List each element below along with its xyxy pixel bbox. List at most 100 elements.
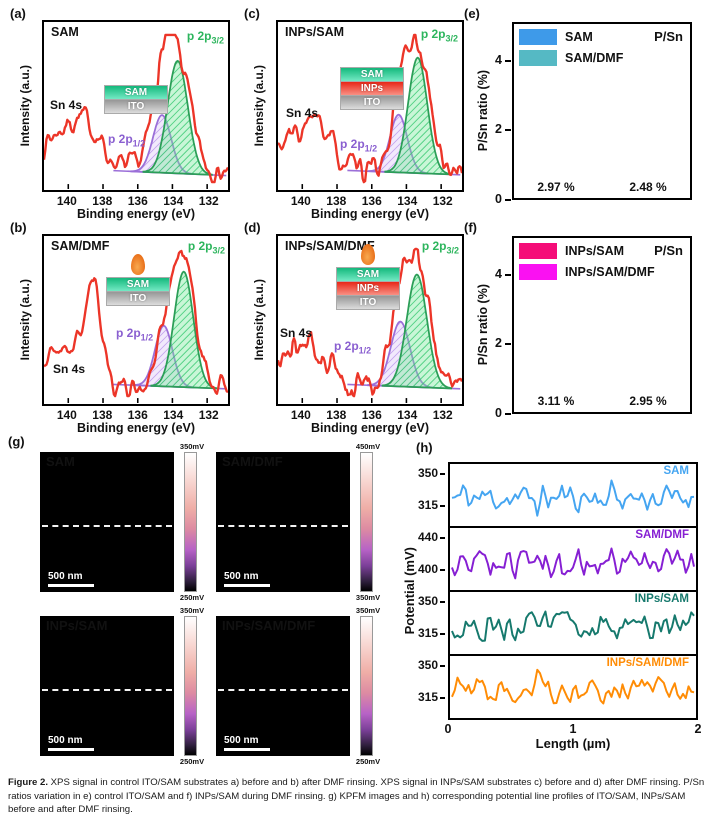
kpfm-image: INPs/SAM/DMF 500 nm — [216, 616, 350, 756]
panel-b: (b) Intensity (a.u.) SAM/DMF Sn 4s p 2p3… — [4, 220, 236, 436]
scalebar-line — [224, 748, 270, 751]
bar-chart-f: 0 2 4 INPs/SAM INPs/SAM/DMF P/Sn 3.11 % 2.… — [495, 236, 692, 420]
series-name: SAM — [663, 465, 689, 477]
sn4s-annotation: Sn 4s — [50, 98, 83, 112]
scalebar: 500 nm — [224, 571, 270, 587]
legend-item: SAM — [519, 29, 623, 45]
profile-line — [42, 524, 172, 527]
xps-spectrum-chart-b — [44, 249, 228, 404]
y-tick: 350 — [418, 658, 445, 672]
x-tick-label: 140 — [56, 194, 77, 208]
p2p32-annotation: p 2p3/2 — [187, 239, 225, 256]
bar-group: 3.11 % — [529, 394, 583, 412]
p2p12-annotation: p 2p1/2 — [340, 137, 378, 154]
legend-swatch — [519, 243, 557, 259]
sam-layer: SAM — [336, 267, 400, 282]
kpfm-image: SAM/DMF 500 nm — [216, 452, 350, 592]
sample-title: INPs/SAM — [285, 25, 345, 39]
x-axis-label: Binding energy (eV) — [76, 421, 196, 435]
series-name: INPs/SAM — [634, 593, 689, 605]
legend-swatch — [519, 29, 557, 45]
xps-spectrum-chart-a — [44, 33, 228, 190]
x-axis-ticks: 140 138 136 134 132 — [42, 194, 230, 208]
inps-layer: INPs — [336, 281, 400, 296]
solvent-droplet-icon — [131, 254, 145, 275]
p2p32-annotation: p 2p3/2 — [420, 27, 458, 44]
bar-group: 2.95 % — [621, 394, 675, 412]
x-tick-label: 134 — [163, 194, 184, 208]
sample-title: SAM/DMF — [51, 239, 110, 253]
y-tick-label: 4 — [495, 267, 511, 281]
profile-row-sam: 350 315 SAM — [418, 464, 696, 528]
x-tick-label: 136 — [361, 408, 382, 422]
sn4s-annotation: Sn 4s — [280, 326, 313, 340]
series-name: SAM/DMF — [635, 529, 689, 541]
colorbar-min-label: 350mV — [355, 593, 381, 602]
p2p12-annotation: p 2p1/2 — [108, 132, 146, 149]
y-tick: 350 — [418, 594, 445, 608]
panel-d: (d) Intensity (a.u.) INPs/SAM/DMF Sn 4s … — [238, 220, 470, 436]
colorbar-max-label: 350mV — [179, 606, 205, 615]
y-axis-label: Intensity (a.u.) — [252, 65, 266, 147]
bar-group: 2.48 % — [621, 180, 675, 198]
y-tick: 440 — [418, 530, 445, 544]
y-axis-label: Potential (mV) — [402, 547, 417, 635]
x-tick-label: 138 — [326, 408, 347, 422]
ito-layer: ITO — [104, 99, 168, 114]
panel-a-label: (a) — [10, 6, 26, 21]
panel-h: (h) Potential (mV) 350 315 SAM 440 400 S… — [396, 436, 708, 768]
x-tick-label: 132 — [432, 408, 453, 422]
bar-chart-e: 0 2 4 SAM SAM/DMF P/Sn 2.97 % 2.48 % — [495, 22, 692, 206]
solvent-droplet-icon — [361, 244, 375, 265]
x-tick-label: 134 — [163, 408, 184, 422]
sam-layer: SAM — [340, 67, 404, 82]
y-tick: 350 — [418, 466, 445, 480]
xps-plot-b: SAM/DMF Sn 4s p 2p3/2 p 2p1/2 SAM ITO — [42, 234, 230, 406]
scalebar: 500 nm — [48, 571, 94, 587]
colorbar-min-label: 250mV — [179, 757, 205, 766]
y-tick-label: 2 — [495, 122, 511, 136]
profile-line — [42, 688, 172, 691]
colorbar — [184, 616, 197, 756]
inps-layer: INPs — [340, 81, 404, 96]
kpfm-surface-map — [40, 452, 174, 592]
profile-row-inps-sam-dmf: 350 315 INPs/SAM/DMF — [418, 656, 696, 718]
sample-title: SAM — [51, 25, 79, 39]
colorbar-min-label: 250mV — [355, 757, 381, 766]
x-tick-label: 132 — [198, 194, 219, 208]
p2p32-annotation: p 2p3/2 — [421, 239, 459, 256]
legend-swatch — [519, 264, 557, 280]
y-tick-label: 0 — [495, 406, 511, 420]
xps-plot-d: INPs/SAM/DMF Sn 4s p 2p3/2 p 2p1/2 SAM I… — [276, 234, 464, 406]
kpfm-sample-label: SAM — [46, 454, 75, 469]
panel-e: (e) P/Sn ratio (%) 0 2 4 SAM SAM/DMF P/Sn … — [460, 6, 708, 222]
scalebar-line — [224, 584, 270, 587]
x-axis-ticks: 140 138 136 134 132 — [42, 408, 230, 422]
colorbar-max-label: 450mV — [355, 442, 381, 451]
x-axis-label: Binding energy (eV) — [76, 207, 196, 221]
x-tick-label: 138 — [326, 194, 347, 208]
legend: SAM SAM/DMF — [519, 29, 623, 66]
bar-value-label: 2.48 % — [629, 180, 667, 194]
y-tick: 315 — [418, 626, 445, 640]
panel-e-label: (e) — [464, 6, 480, 21]
sample-title: INPs/SAM/DMF — [285, 239, 375, 253]
x-tick-label: 140 — [290, 408, 311, 422]
x-tick-label: 138 — [92, 194, 113, 208]
panel-c: (c) Intensity (a.u.) INPs/SAM Sn 4s p 2p… — [238, 6, 470, 222]
xps-plot-c: INPs/SAM Sn 4s p 2p3/2 p 2p1/2 SAM INPs … — [276, 20, 464, 192]
x-axis-label: Binding energy (eV) — [310, 207, 430, 221]
substrate-stack-inset: SAM INPs ITO — [340, 67, 404, 110]
x-axis-label: Binding energy (eV) — [310, 421, 430, 435]
ito-layer: ITO — [336, 295, 400, 310]
sn4s-annotation: Sn 4s — [286, 106, 319, 120]
profile-line — [218, 688, 348, 691]
kpfm-block-sam: SAM 500 nm 350mV 250mV — [36, 440, 212, 604]
x-axis-label: Length (µm) — [535, 736, 611, 751]
panel-h-label: (h) — [416, 440, 433, 455]
bar-value-label: 2.95 % — [629, 394, 667, 408]
xps-spectrum-chart-d — [278, 247, 462, 404]
y-tick-label: 2 — [495, 336, 511, 350]
x-tick-label: 132 — [198, 408, 219, 422]
